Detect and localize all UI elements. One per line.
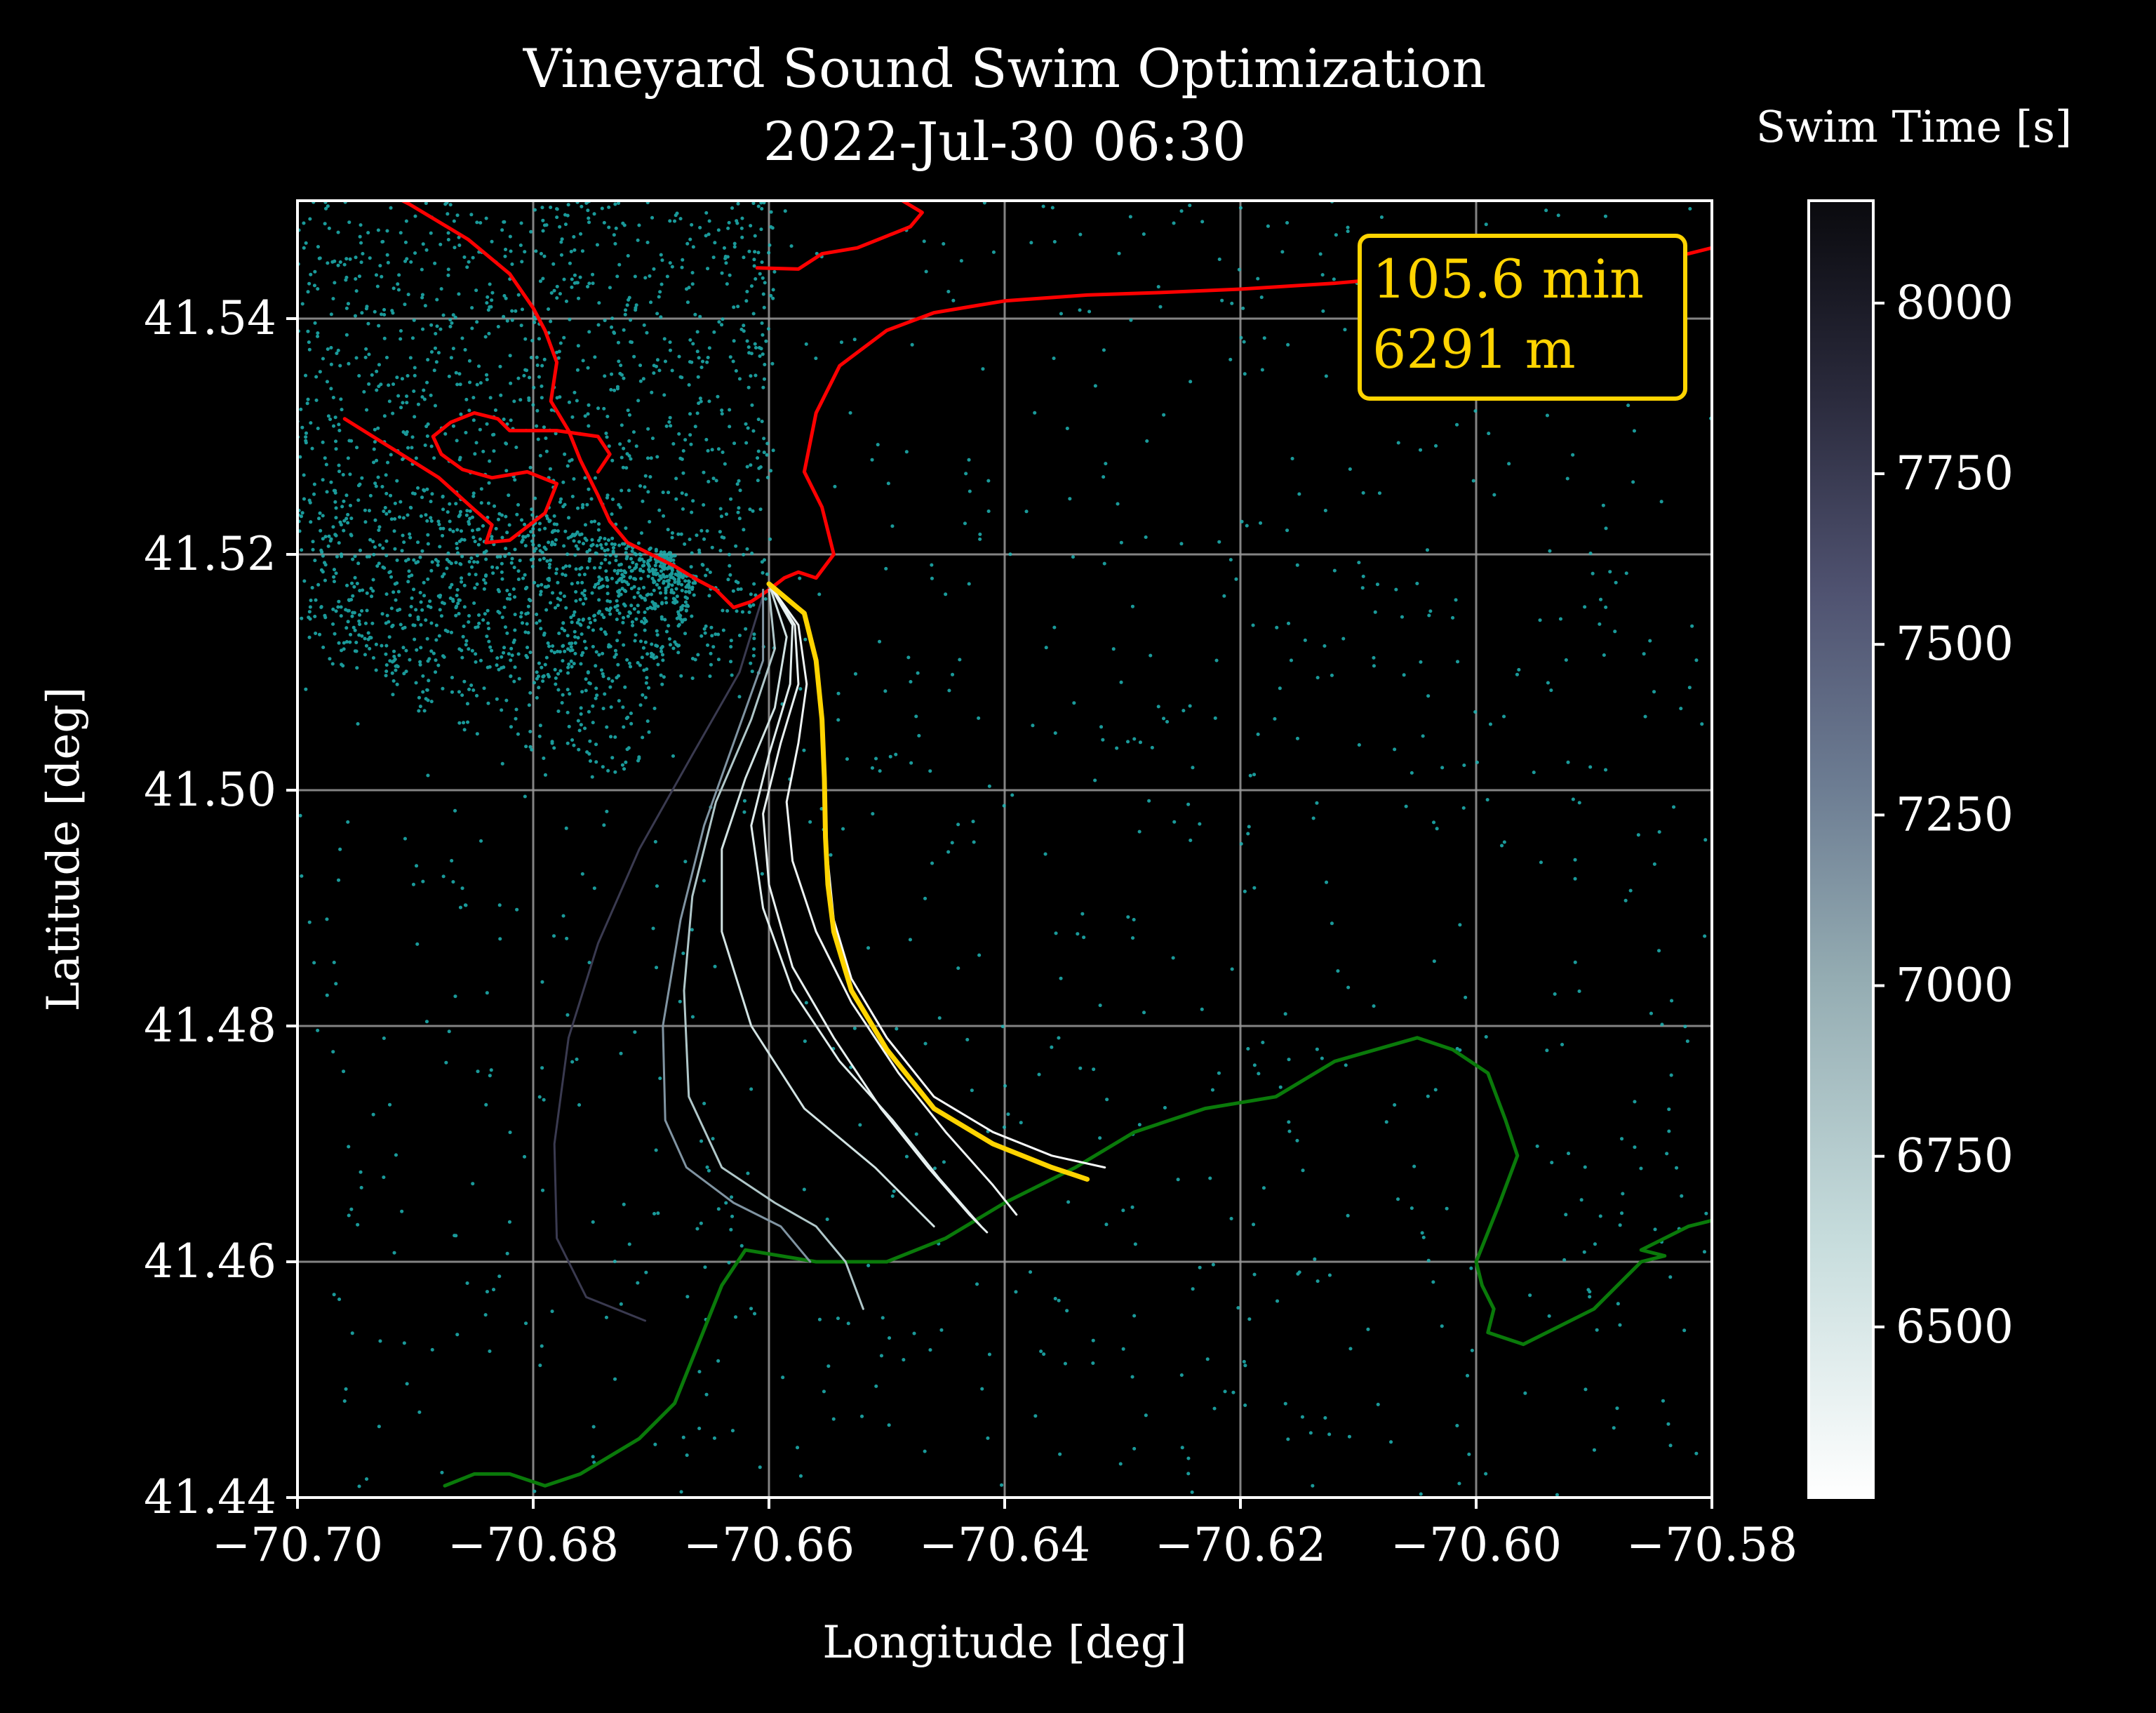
annotation-time: 105.6 min: [1372, 248, 1644, 310]
x-axis-ticks: −70.70 −70.68 −70.66 −70.64 −70.62 −70.60 −70.…: [212, 1498, 1797, 1572]
x-tick-label: −70.62: [1155, 1518, 1326, 1572]
colorbar-gradient: [1807, 199, 1875, 1499]
colorbar-ticks: 6500 6750 7000 7250 7500 7750 8000: [1873, 276, 2014, 1354]
y-tick-label: 41.50: [144, 763, 276, 817]
y-tick-label: 41.54: [144, 291, 276, 345]
y-tick-label: 41.46: [144, 1234, 276, 1288]
x-tick-label: −70.58: [1626, 1518, 1797, 1572]
swim-path-3: [721, 582, 935, 1228]
plot-area: [296, 199, 1713, 1499]
colorbar-tick-label: 7000: [1896, 959, 2014, 1013]
colorbar-tick-label: 7750: [1896, 446, 2014, 500]
annotation-box: [1358, 234, 1687, 401]
swim-path-5: [762, 582, 989, 1234]
optimal-path-layer: [766, 581, 1090, 1182]
x-tick-label: −70.66: [683, 1518, 855, 1572]
y-tick-label: 41.48: [144, 999, 276, 1053]
colorbar-tick-label: 6750: [1896, 1129, 2014, 1183]
swim-path-6: [768, 582, 1018, 1216]
x-axis-label: Longitude [deg]: [822, 1617, 1187, 1669]
colorbar-title: Swim Time [s]: [1756, 101, 2072, 152]
mesh-nodes: [297, 201, 1712, 1497]
x-tick-label: −70.60: [1391, 1518, 1562, 1572]
y-axis-label: Latitude [deg]: [38, 687, 90, 1012]
x-tick-label: −70.64: [919, 1518, 1090, 1572]
colorbar-tick-label: 6500: [1896, 1300, 2014, 1354]
colorbar-tick-label: 7250: [1896, 787, 2014, 841]
y-axis-ticks: 41.44 41.46 41.48 41.50 41.52 41.54: [144, 291, 297, 1524]
swim-path-1: [662, 588, 812, 1263]
result-annotation: 105.6 min 6291 m: [1358, 234, 1687, 401]
x-tick-label: −70.70: [212, 1518, 383, 1572]
colorbar-tick-label: 7500: [1896, 617, 2014, 671]
annotation-distance: 6291 m: [1372, 318, 1576, 380]
swim-path-4: [750, 582, 982, 1228]
swim-paths: [553, 582, 1106, 1322]
colorbar-tick-label: 8000: [1896, 276, 2014, 330]
chart-title: Vineyard Sound Swim Optimization: [523, 37, 1486, 100]
north-coast-inlet: [342, 411, 612, 545]
coastlines: [342, 201, 1712, 1488]
south-coastline: [443, 1036, 1712, 1488]
y-tick-label: 41.44: [144, 1470, 276, 1524]
north-coast-island: [755, 201, 924, 271]
mesh-node-dots: [297, 201, 1712, 1497]
colorbar: Swim Time [s] 6500 6750 7000 7250 7500 7750 80…: [1756, 101, 2072, 1499]
north-coastline: [399, 201, 1712, 610]
swim-path-2: [683, 588, 864, 1310]
swim-path-0: [553, 594, 765, 1322]
chart-subtitle: 2022-Jul-30 06:30: [763, 110, 1246, 173]
y-tick-label: 41.52: [144, 527, 276, 581]
optimal-swim-path: [766, 581, 1090, 1182]
x-tick-label: −70.68: [448, 1518, 619, 1572]
